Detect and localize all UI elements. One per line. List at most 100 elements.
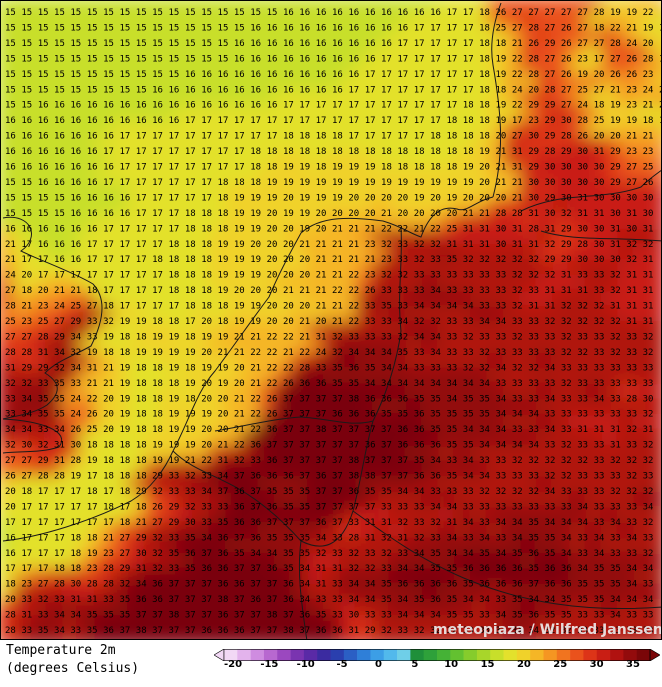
grid-value: 16 — [70, 255, 81, 265]
grid-value: 15 — [103, 23, 114, 33]
grid-value: 15 — [87, 70, 98, 80]
grid-value: 34 — [626, 580, 637, 590]
grid-value: 34 — [430, 379, 441, 389]
grid-value: 18 — [479, 132, 490, 142]
grid-value: 35 — [397, 410, 408, 420]
grid-value: 37 — [316, 410, 327, 420]
grid-value: 18 — [152, 425, 163, 435]
grid-value: 29 — [365, 626, 376, 636]
grid-value: 33 — [577, 363, 588, 373]
grid-value: 34 — [218, 472, 229, 482]
grid-value: 18 — [103, 441, 114, 451]
grid-value: 30 — [70, 580, 81, 590]
grid-value: 33 — [479, 611, 490, 621]
grid-value: 17 — [54, 518, 65, 528]
grid-value: 15 — [201, 23, 212, 33]
grid-value: 19 — [234, 193, 245, 203]
grid-value: 20 — [5, 487, 16, 497]
grid-value: 33 — [332, 549, 343, 559]
grid-value: 16 — [218, 85, 229, 95]
grid-value: 31 — [626, 271, 637, 281]
grid-value: 21 — [332, 224, 343, 234]
grid-value: 17 — [152, 271, 163, 281]
grid-value: 18 — [414, 147, 425, 157]
grid-value: 32 — [103, 317, 114, 327]
grid-value: 32 — [626, 255, 637, 265]
grid-value: 34 — [414, 487, 425, 497]
grid-value: 24 — [512, 85, 523, 95]
grid-value: 33 — [70, 379, 81, 389]
grid-value: 33 — [479, 456, 490, 466]
grid-value: 32 — [316, 549, 327, 559]
grid-value: 30 — [610, 255, 621, 265]
grid-value: 28 — [545, 147, 556, 157]
grid-value: 19 — [185, 441, 196, 451]
grid-value: 18 — [169, 271, 180, 281]
grid-value: 16 — [218, 101, 229, 111]
grid-value: 17 — [446, 70, 457, 80]
grid-value: 17 — [381, 54, 392, 64]
grid-value: 31 — [348, 626, 359, 636]
grid-value: 18 — [169, 255, 180, 265]
colorbar-swatch — [503, 649, 518, 661]
grid-value: 30 — [21, 441, 32, 451]
grid-value: 19 — [610, 116, 621, 126]
grid-value: 20 — [594, 70, 605, 80]
grid-value: 21 — [299, 286, 310, 296]
grid-value: 37 — [283, 441, 294, 451]
grid-value: 37 — [381, 425, 392, 435]
grid-value: 33 — [626, 410, 637, 420]
grid-value: 34 — [397, 487, 408, 497]
grid-value: 34 — [21, 394, 32, 404]
grid-value: 16 — [70, 132, 81, 142]
grid-value: 36 — [299, 611, 310, 621]
grid-value: 22 — [267, 379, 278, 389]
grid-value: 21 — [21, 302, 32, 312]
grid-value: 37 — [316, 502, 327, 512]
grid-value: 33 — [446, 348, 457, 358]
grid-value: 33 — [594, 410, 605, 420]
grid-value: 21 — [283, 286, 294, 296]
grid-value: 34 — [136, 580, 147, 590]
grid-value: 18 — [218, 178, 229, 188]
grid-value: 18 — [152, 317, 163, 327]
grid-value: 35 — [365, 363, 376, 373]
grid-value: 37 — [283, 410, 294, 420]
grid-value: 19 — [218, 286, 229, 296]
grid-value: 17 — [185, 163, 196, 173]
grid-value: 29 — [119, 564, 130, 574]
grid-value: 33 — [528, 332, 539, 342]
grid-value: 33 — [626, 348, 637, 358]
grid-value: 34 — [528, 595, 539, 605]
grid-value: 29 — [561, 240, 572, 250]
grid-value: 36 — [348, 487, 359, 497]
grid-value: 37 — [332, 518, 343, 528]
grid-value: 37 — [250, 626, 261, 636]
grid-value: 30 — [594, 224, 605, 234]
grid-value: 18 — [332, 147, 343, 157]
grid-value: 27 — [561, 101, 572, 111]
grid-value: 18 — [348, 147, 359, 157]
grid-value: 15 — [21, 70, 32, 80]
grid-value: 16 — [185, 85, 196, 95]
grid-value: 36 — [512, 580, 523, 590]
grid-value: 27 — [626, 178, 637, 188]
grid-value: 15 — [87, 54, 98, 64]
grid-value: 20 — [381, 193, 392, 203]
colorbar-tick-label: -10 — [296, 659, 315, 670]
grid-value: 15 — [234, 8, 245, 18]
grid-value: 20 — [397, 193, 408, 203]
grid-value: 32 — [414, 255, 425, 265]
grid-value: 36 — [218, 626, 229, 636]
grid-value: 19 — [479, 147, 490, 157]
grid-value: 16 — [185, 101, 196, 111]
grid-value: 17 — [218, 116, 229, 126]
grid-value: 30 — [496, 224, 507, 234]
map-credit: meteopiaza / Wilfred Janssen — [433, 622, 662, 638]
grid-value: 33 — [201, 518, 212, 528]
grid-value: 18 — [463, 132, 474, 142]
grid-value: 33 — [626, 332, 637, 342]
grid-value: 33 — [21, 626, 32, 636]
grid-value: 16 — [267, 39, 278, 49]
grid-value: 37 — [201, 611, 212, 621]
